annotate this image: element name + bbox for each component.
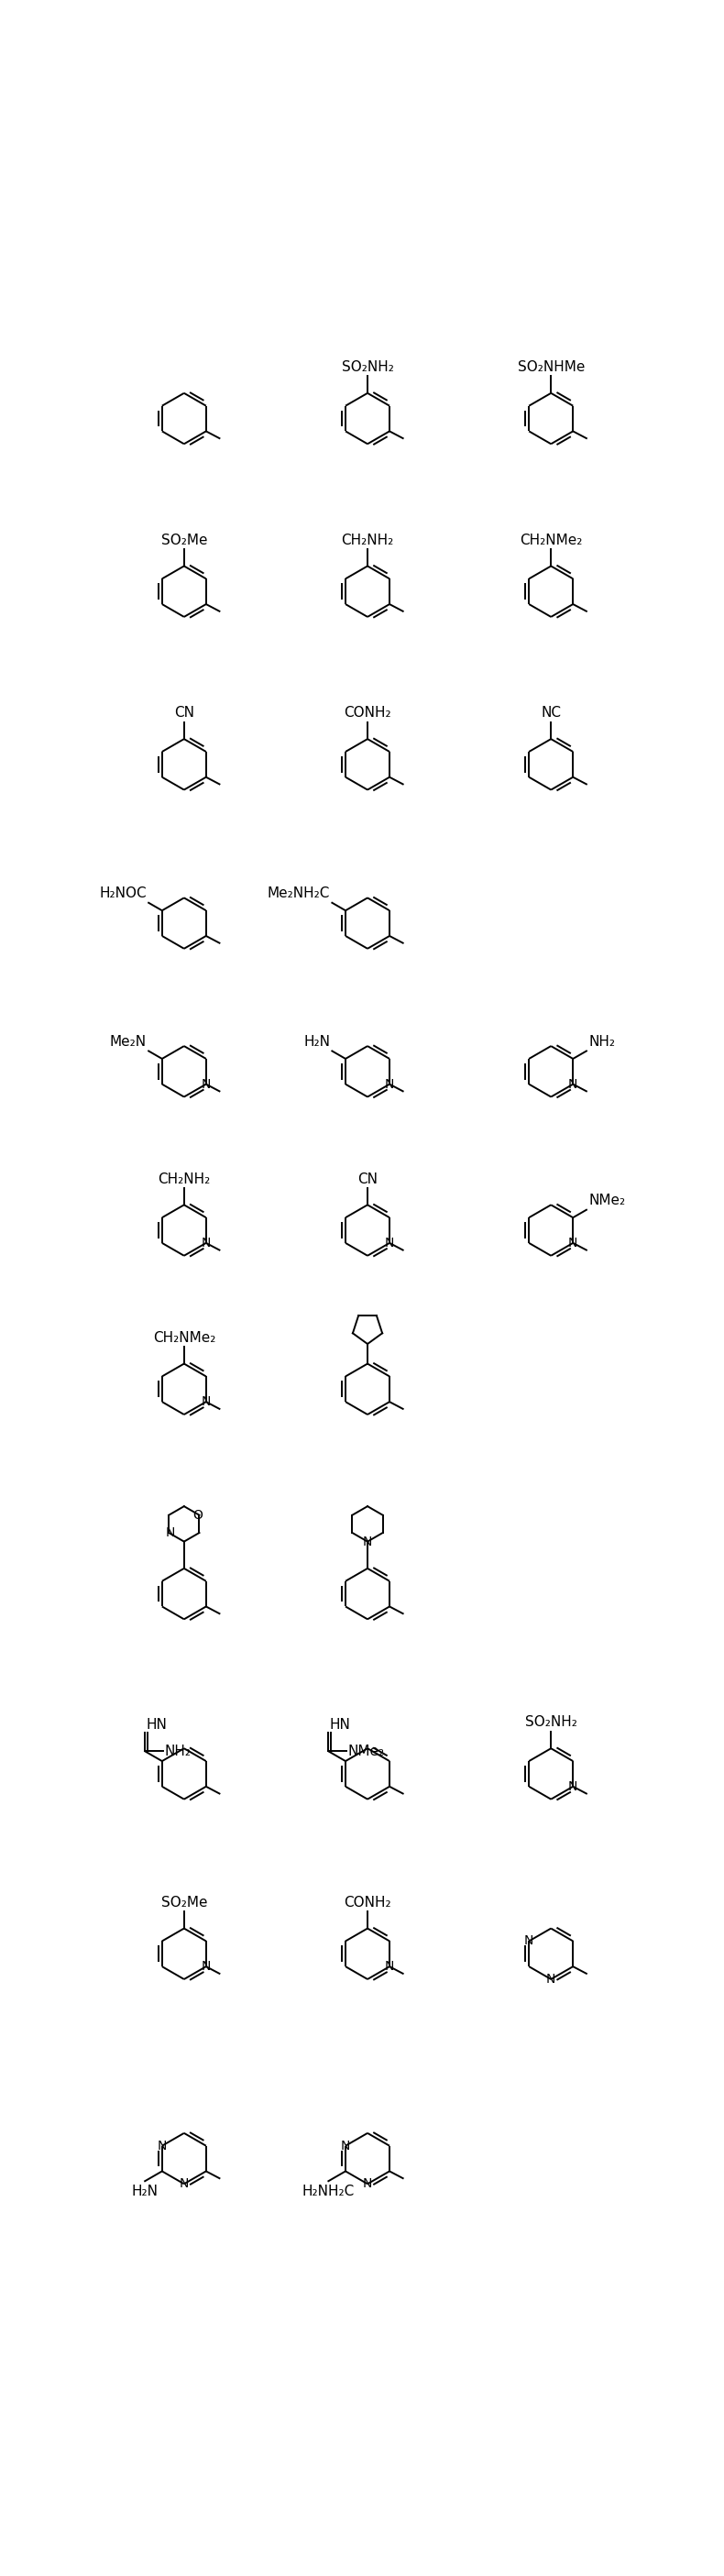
Text: N: N: [201, 1077, 211, 1090]
Text: Me₂NH₂C: Me₂NH₂C: [267, 886, 330, 902]
Text: NMe₂: NMe₂: [589, 1193, 626, 1208]
Text: H₂NH₂C: H₂NH₂C: [302, 2184, 355, 2197]
Text: N: N: [524, 1935, 534, 1947]
Text: SO₂Me: SO₂Me: [161, 1896, 207, 1909]
Text: N: N: [201, 1236, 211, 1249]
Text: SO₂NHMe: SO₂NHMe: [518, 361, 584, 374]
Text: SO₂Me: SO₂Me: [161, 533, 207, 546]
Text: N: N: [384, 1236, 395, 1249]
Text: NC: NC: [541, 706, 561, 719]
Text: H₂NOC: H₂NOC: [99, 886, 146, 902]
Text: CONH₂: CONH₂: [344, 1896, 391, 1909]
Text: NH₂: NH₂: [164, 1744, 191, 1757]
Text: NMe₂: NMe₂: [348, 1744, 385, 1757]
Text: N: N: [546, 1973, 556, 1986]
Text: N: N: [568, 1236, 578, 1249]
Text: CN: CN: [174, 706, 194, 719]
Text: N: N: [180, 2177, 189, 2190]
Text: N: N: [201, 1396, 211, 1409]
Text: N: N: [165, 1528, 175, 1540]
Text: CH₂NMe₂: CH₂NMe₂: [520, 533, 582, 546]
Text: N: N: [363, 2177, 372, 2190]
Text: CH₂NH₂: CH₂NH₂: [341, 533, 394, 546]
Text: CH₂NH₂: CH₂NH₂: [158, 1172, 210, 1185]
Text: N: N: [157, 2141, 167, 2151]
Text: HN: HN: [146, 1718, 167, 1731]
Text: N: N: [341, 2141, 350, 2151]
Text: H₂N: H₂N: [132, 2184, 159, 2197]
Text: N: N: [568, 1780, 578, 1793]
Text: H₂N: H₂N: [303, 1036, 330, 1048]
Text: O: O: [193, 1510, 203, 1522]
Text: CH₂NMe₂: CH₂NMe₂: [153, 1332, 215, 1345]
Text: CONH₂: CONH₂: [344, 706, 391, 719]
Text: N: N: [568, 1077, 578, 1090]
Text: CN: CN: [358, 1172, 378, 1185]
Text: N: N: [384, 1077, 395, 1090]
Text: SO₂NH₂: SO₂NH₂: [525, 1716, 577, 1728]
Text: SO₂NH₂: SO₂NH₂: [342, 361, 394, 374]
Text: N: N: [201, 1960, 211, 1973]
Text: NH₂: NH₂: [589, 1036, 615, 1048]
Text: HN: HN: [330, 1718, 351, 1731]
Text: N: N: [384, 1960, 395, 1973]
Text: N: N: [363, 1535, 372, 1548]
Text: Me₂N: Me₂N: [110, 1036, 146, 1048]
